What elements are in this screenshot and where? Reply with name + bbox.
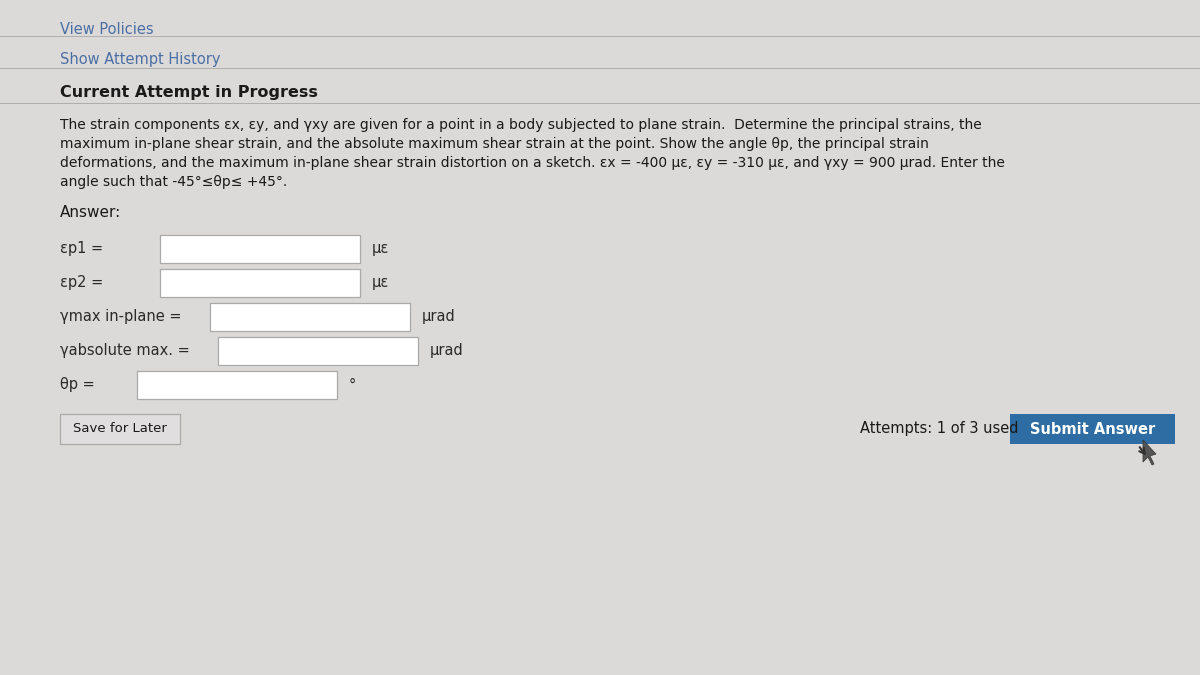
Text: View Policies: View Policies	[60, 22, 154, 37]
Bar	[137, 371, 337, 399]
Text: μrad: μrad	[422, 310, 456, 325]
Text: εp2 =: εp2 =	[60, 275, 103, 290]
Text: Attempts: 1 of 3 used: Attempts: 1 of 3 used	[860, 421, 1019, 437]
Text: γabsolute max. =: γabsolute max. =	[60, 344, 190, 358]
Text: γmax in-plane =: γmax in-plane =	[60, 310, 181, 325]
Text: deformations, and the maximum in-plane shear strain distortion on a sketch. εx =: deformations, and the maximum in-plane s…	[60, 156, 1004, 170]
Text: με: με	[372, 275, 389, 290]
Bar	[218, 337, 418, 365]
Bar	[210, 303, 410, 331]
Bar	[160, 269, 360, 297]
Bar	[1010, 414, 1175, 444]
Text: angle such that -45°≤θp≤ +45°.: angle such that -45°≤θp≤ +45°.	[60, 175, 287, 189]
Text: θp =: θp =	[60, 377, 95, 392]
Text: μrad: μrad	[430, 344, 463, 358]
Text: Answer:: Answer:	[60, 205, 121, 220]
Text: εp1 =: εp1 =	[60, 242, 103, 256]
Bar	[60, 414, 180, 444]
Text: The strain components εx, εy, and γxy are given for a point in a body subjected : The strain components εx, εy, and γxy ar…	[60, 118, 982, 132]
Polygon shape	[1142, 440, 1156, 465]
Text: °: °	[349, 377, 356, 392]
Text: Submit Answer: Submit Answer	[1030, 421, 1156, 437]
Text: Save for Later: Save for Later	[73, 423, 167, 435]
Text: Current Attempt in Progress: Current Attempt in Progress	[60, 85, 318, 100]
Text: Show Attempt History: Show Attempt History	[60, 52, 221, 67]
Text: maximum in-plane shear strain, and the absolute maximum shear strain at the poin: maximum in-plane shear strain, and the a…	[60, 137, 929, 151]
Bar	[160, 235, 360, 263]
Text: με: με	[372, 242, 389, 256]
